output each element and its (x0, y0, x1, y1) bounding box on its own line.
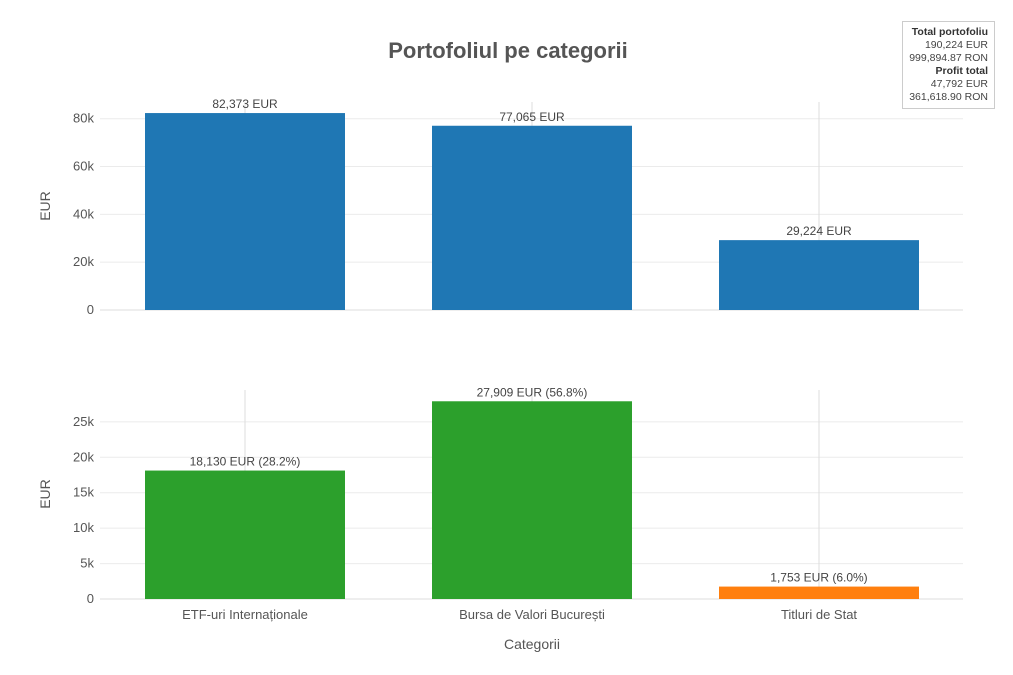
x-axis-title: Categorii (504, 636, 560, 652)
bar-data-label: 82,373 EUR (212, 97, 278, 111)
bar-data-label: 18,130 EUR (28.2%) (190, 455, 301, 469)
bottom-panel: 0 5k 10k 15k 20k 25k 18,130 EUR (28.2%) 27,909 … (37, 385, 963, 622)
bar[interactable] (719, 586, 919, 599)
profit-total-header: Profit total (935, 65, 989, 77)
y-tick-label: 60k (73, 159, 94, 174)
bar-data-label: 27,909 EUR (56.8%) (477, 385, 588, 399)
x-tick-label: Bursa de Valori București (459, 607, 605, 622)
chart-title: Portofoliul pe categorii (388, 38, 628, 63)
bar[interactable] (145, 113, 345, 310)
summary-box: Total portofoliu 190,224 EUR 999,894.87 … (902, 21, 995, 109)
total-portfolio-ron: 999,894.87 RON (909, 52, 988, 64)
y-tick-label: 15k (73, 485, 94, 500)
bar[interactable] (432, 401, 632, 599)
bar-data-label: 77,065 EUR (499, 110, 565, 124)
bar-data-label: 29,224 EUR (786, 224, 852, 238)
total-portfolio-eur: 190,224 EUR (924, 39, 988, 51)
total-portfolio-header: Total portofoliu (911, 26, 988, 38)
y-tick-label: 0 (87, 591, 94, 606)
profit-total-ron: 361,618.90 RON (909, 91, 988, 103)
bar[interactable] (145, 470, 345, 599)
bar[interactable] (432, 125, 632, 310)
bar[interactable] (719, 240, 919, 310)
x-tick-label: Titluri de Stat (781, 607, 857, 622)
y-tick-label: 0 (87, 302, 94, 317)
y-axis-title: EUR (37, 191, 53, 221)
x-tick-label: ETF-uri Internaționale (182, 607, 308, 622)
y-axis-title: EUR (37, 479, 53, 509)
top-panel: 0 20k 40k 60k 80k 82,373 EUR 77,065 EUR 29,224 … (37, 97, 963, 317)
y-tick-label: 20k (73, 449, 94, 464)
y-tick-label: 25k (73, 414, 94, 429)
profit-total-eur: 47,792 EUR (930, 78, 988, 90)
y-tick-label: 5k (80, 556, 94, 571)
bar-data-label: 1,753 EUR (6.0%) (770, 571, 867, 585)
y-tick-label: 10k (73, 520, 94, 535)
y-tick-label: 40k (73, 206, 94, 221)
y-tick-label: 20k (73, 254, 94, 269)
y-tick-label: 80k (73, 111, 94, 126)
